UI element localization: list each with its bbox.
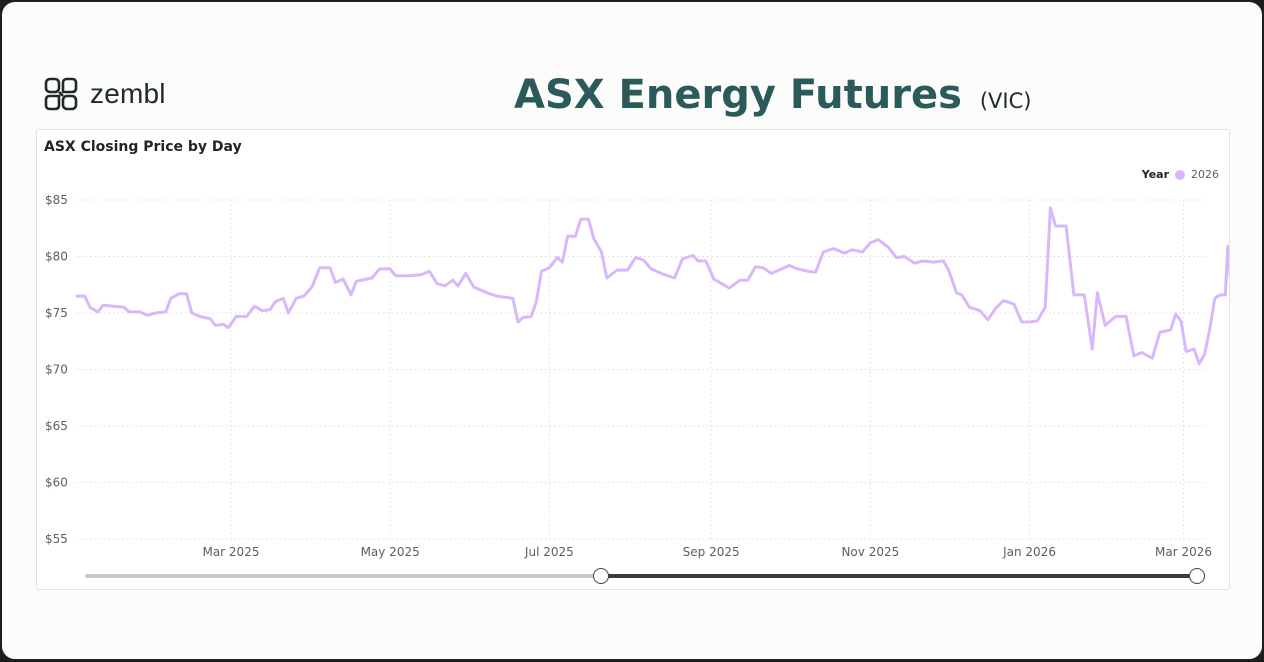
y-tick-label: $80 [45,250,68,264]
x-tick-label: Jul 2025 [524,545,574,559]
legend-marker [1175,169,1185,180]
series-group [75,206,1229,366]
x-tick-label: Mar 2026 [1155,545,1212,559]
y-tick-label: $65 [45,419,68,433]
date-slider-end-handle[interactable] [1189,568,1205,584]
line-chart: $55 $60 $65 $70 $75 $80 $85 Mar 2025 May 2025 Ju… [45,193,1229,559]
x-axis-labels: Mar 2025 May 2025 Jul 2025 Sep 2025 Nov 2025… [202,545,1212,559]
page-title: ASX Energy Futures (VIC) [514,72,1031,118]
page-subtitle: (VIC) [979,89,1032,113]
x-tick-label: Sep 2025 [683,545,740,559]
y-tick-label: $85 [45,193,68,207]
series-line-2026[interactable] [75,206,1229,366]
y-tick-label: $55 [45,532,68,546]
y-axis-labels: $55 $60 $65 $70 $75 $80 $85 [45,193,68,546]
legend-entry-2026[interactable]: 2026 [1191,168,1219,181]
date-slider-start-handle[interactable] [593,568,609,584]
legend-title: Year [1141,168,1169,181]
date-slider-selected-range[interactable] [600,574,1196,578]
brand-name: zembl [90,78,166,109]
brand-logo: zembl [44,76,166,112]
y-tick-label: $60 [45,476,68,490]
chart-card: ASX Closing Price by Day Year 2026 $55 $6… [36,129,1230,590]
zembl-logo-icon [44,77,78,111]
date-slider-track[interactable] [85,574,600,578]
y-tick-label: $75 [45,306,68,320]
page-title-text: ASX Energy Futures [514,72,962,118]
x-tick-label: Nov 2025 [841,545,899,559]
chart-legend: Year 2026 [1142,168,1219,181]
x-tick-label: May 2025 [361,545,420,559]
x-tick-label: Jan 2026 [1002,545,1056,559]
chart-grid [77,199,1207,540]
y-tick-label: $70 [45,363,68,377]
chart-title: ASX Closing Price by Day [44,139,242,155]
x-tick-label: Mar 2025 [202,545,259,559]
